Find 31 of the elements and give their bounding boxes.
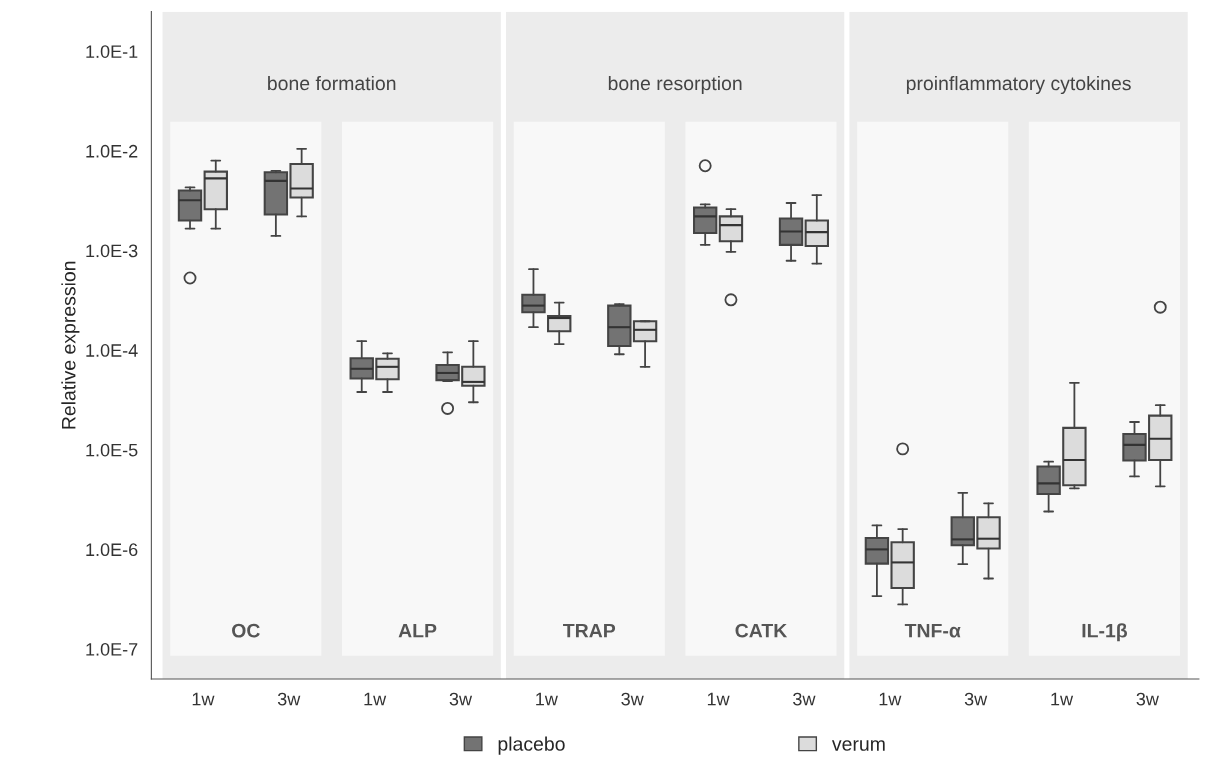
y-tick-label: 1.0E-5 [86, 443, 138, 457]
y-tick-label: 1.0E-3 [86, 244, 138, 258]
x-tick-label: 3w [449, 692, 473, 706]
annotation: OC [232, 623, 260, 638]
y-tick-label: 1.0E-1 [86, 45, 138, 58]
legend-label: placebo [498, 736, 565, 755]
x-tick-label: 3w [793, 692, 816, 706]
annotation: IL-1β [1082, 623, 1128, 642]
annotation: ALP [398, 623, 437, 638]
annotation: TNF-α [904, 623, 961, 638]
y-tick-label: 1.0E-2 [86, 144, 138, 158]
annotation: proinflammatory cytokines [906, 75, 1131, 95]
x-tick-label: 1w [192, 692, 215, 706]
annotation: CATK [735, 623, 788, 638]
x-tick-label: 1w [879, 692, 902, 706]
x-tick-label: 1w [536, 692, 558, 706]
x-tick-label: 3w [1136, 692, 1159, 706]
x-tick-label: 3w [277, 692, 301, 706]
x-tick-label: 1w [364, 692, 387, 706]
x-tick-label: 1w [1051, 692, 1074, 706]
y-axis-title: Relative expression [61, 261, 80, 429]
x-tick-label: 3w [621, 692, 644, 706]
y-tick-label: 1.0E-7 [86, 642, 138, 656]
annotation: bone formation [268, 75, 396, 91]
annotation: TRAP [563, 623, 616, 638]
x-tick-label: 3w [964, 692, 988, 706]
y-tick-label: 1.0E-6 [86, 543, 138, 557]
legend-label: verum [831, 740, 885, 751]
y-tick-label: 1.0E-4 [86, 344, 138, 357]
annotation: bone resorption [608, 75, 742, 95]
x-tick-label: 1w [707, 692, 730, 706]
